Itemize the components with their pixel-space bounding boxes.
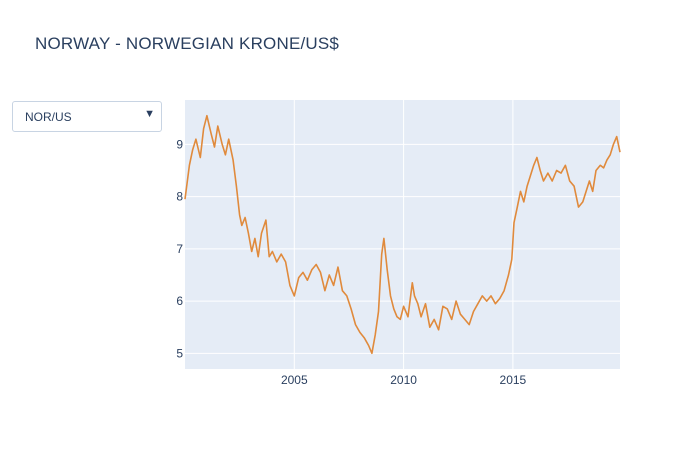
y-tick-label: 6 — [176, 294, 183, 308]
triangle-down-icon: ▼ — [144, 108, 155, 120]
y-tick-label: 8 — [176, 190, 183, 204]
x-tick-label: 2015 — [500, 373, 527, 387]
x-axis-tick-labels: 2005 2010 2015 — [281, 373, 527, 387]
y-tick-label: 5 — [176, 346, 183, 360]
y-tick-label: 7 — [176, 242, 183, 256]
chart-title: NORWAY - NORWEGIAN KRONE/US$ — [35, 34, 340, 53]
y-tick-label: 9 — [176, 137, 183, 151]
y-axis-tick-labels: 5 6 7 8 9 — [176, 137, 183, 360]
series-line-nor-us — [184, 114, 621, 355]
x-tick-label: 2005 — [281, 373, 308, 387]
dropdown-selected-label: NOR/US — [25, 110, 72, 124]
plot-area — [185, 100, 620, 369]
series-dropdown[interactable]: NOR/US ▼ — [12, 101, 162, 132]
x-tick-label: 2010 — [390, 373, 417, 387]
